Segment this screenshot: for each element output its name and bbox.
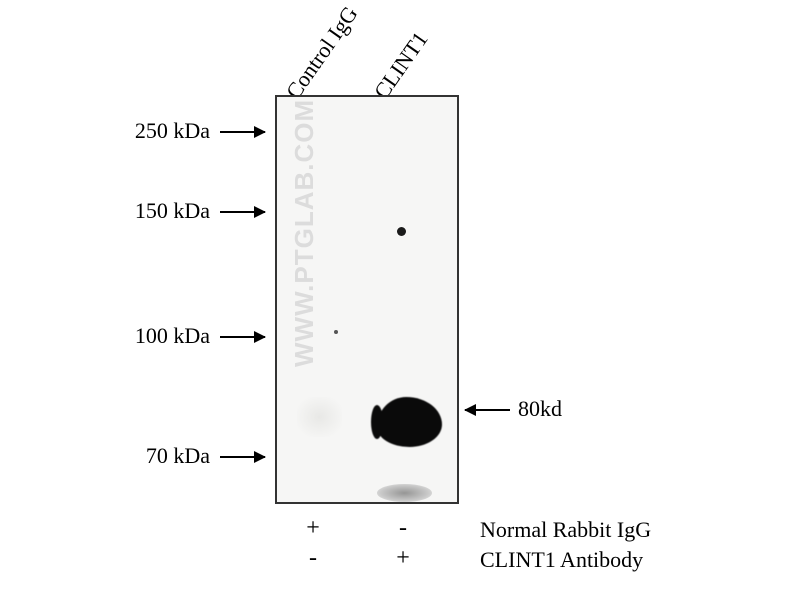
mw-arrow-100 (220, 336, 265, 338)
watermark-text: WWW.PTGLAB.COM (289, 99, 320, 367)
faint-background-lane1 (297, 397, 342, 437)
mw-arrow-70 (220, 456, 265, 458)
mw-label-70: 70 kDa (100, 443, 210, 469)
cond-row1-lane2: - (388, 515, 418, 542)
cond-row2-label: CLINT1 Antibody (480, 547, 643, 573)
figure-root: Control IgG CLINT1 250 kDa 150 kDa 100 k… (0, 0, 800, 600)
cond-row2-lane1: - (298, 545, 328, 572)
dye-front-smudge (377, 484, 432, 502)
marker-dot-100 (334, 330, 338, 334)
mw-arrow-250 (220, 131, 265, 133)
mw-label-150: 150 kDa (100, 198, 210, 224)
cond-row2-lane2: + (388, 545, 418, 572)
cond-row1-label: Normal Rabbit IgG (480, 517, 651, 543)
cond-row1-lane1: + (298, 515, 328, 542)
mw-label-100: 100 kDa (100, 323, 210, 349)
clint1-band-80kd (377, 397, 442, 447)
lane-label-target: CLINT1 (369, 27, 434, 104)
mw-label-250: 250 kDa (100, 118, 210, 144)
band-arrow-80kd (465, 409, 510, 411)
lane-label-control: Control IgG (281, 1, 364, 104)
mw-arrow-150 (220, 211, 265, 213)
band-label-80kd: 80kd (518, 396, 562, 422)
western-blot-membrane: WWW.PTGLAB.COM (275, 95, 459, 504)
nonspecific-spot (397, 227, 406, 236)
